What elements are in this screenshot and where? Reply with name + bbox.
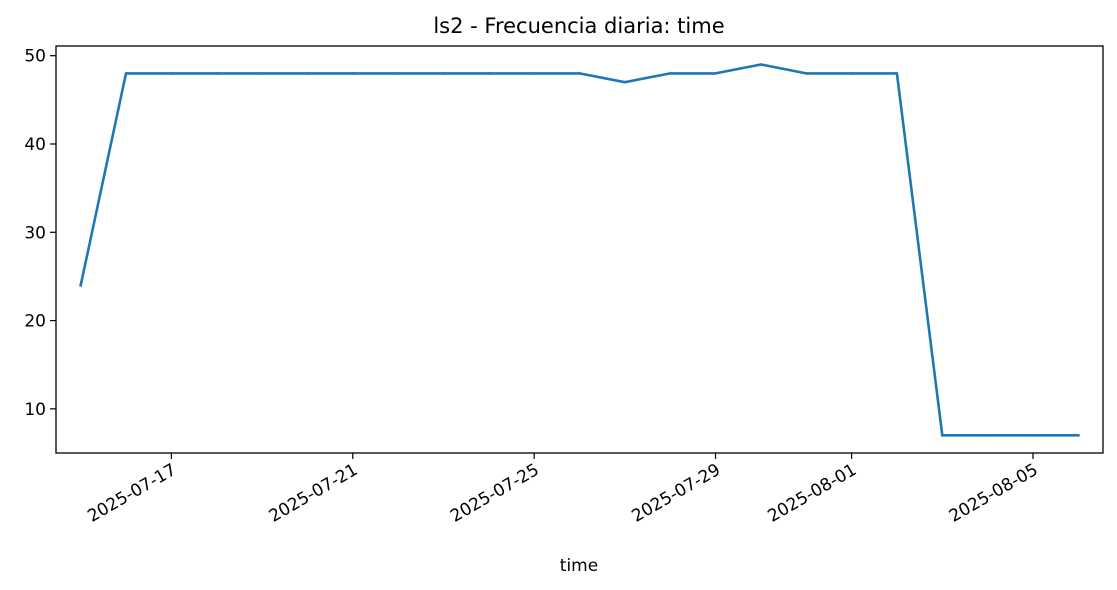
x-axis-label: time [560, 556, 598, 576]
y-tick-label: 10 [24, 400, 46, 420]
data-point [895, 72, 899, 75]
data-point [487, 72, 491, 75]
data-point [1077, 434, 1080, 437]
data-point [79, 283, 82, 287]
data-point [759, 63, 763, 66]
y-tick-label: 20 [24, 312, 46, 332]
data-point [351, 72, 355, 75]
data-point [714, 72, 717, 75]
data-point [986, 434, 989, 437]
data-point [442, 72, 445, 75]
y-tick-label: 40 [24, 135, 46, 155]
y-tick-label: 50 [24, 47, 46, 67]
data-point [396, 72, 400, 75]
data-point [940, 434, 944, 437]
plot-area [79, 63, 1080, 437]
data-point [306, 72, 309, 75]
data-point [668, 72, 672, 75]
data-point [850, 72, 853, 75]
data-point [215, 72, 219, 75]
data-point [532, 72, 536, 75]
data-point [1031, 434, 1035, 437]
chart-title: ls2 - Frecuencia diaria: time [433, 14, 724, 38]
y-axis: 10 20 30 40 50 [24, 47, 56, 420]
data-point [578, 72, 581, 75]
data-point [260, 72, 264, 75]
plot-frame [55, 45, 1104, 454]
y-tick-label: 30 [24, 223, 46, 243]
data-point [623, 80, 627, 84]
data-point [170, 72, 173, 75]
data-point [124, 72, 128, 75]
data-point [804, 72, 808, 75]
